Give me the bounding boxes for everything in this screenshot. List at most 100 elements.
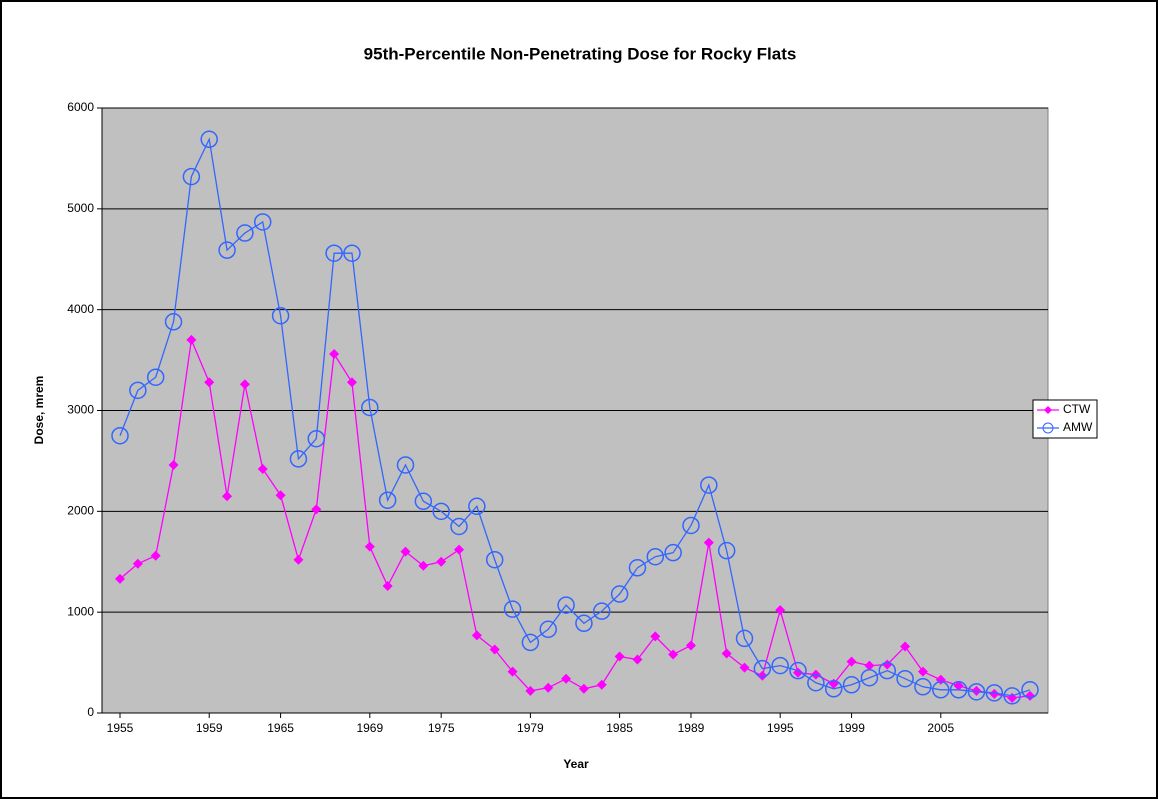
data-point	[1021, 681, 1039, 699]
data-point	[236, 224, 254, 242]
data-point	[753, 659, 772, 678]
data-point	[343, 244, 361, 262]
series-line	[119, 137, 1031, 697]
data-point	[985, 684, 1004, 702]
y-tick-label: 2000	[67, 504, 94, 518]
data-point	[507, 666, 518, 677]
data-point	[900, 641, 911, 652]
data-point	[182, 167, 201, 186]
x-tick-label: 1975	[428, 721, 455, 735]
legend-marker	[1042, 422, 1054, 434]
data-point	[807, 674, 825, 692]
data-point	[329, 349, 340, 360]
data-point	[721, 648, 732, 659]
data-point	[382, 580, 393, 591]
data-point	[878, 661, 897, 680]
data-point	[775, 605, 786, 616]
data-point	[271, 306, 290, 325]
y-tick-label: 4000	[67, 302, 94, 316]
data-point	[539, 620, 557, 639]
data-point	[932, 681, 950, 699]
data-point	[842, 676, 861, 694]
series-line	[119, 337, 1031, 699]
data-point	[668, 649, 679, 660]
data-point	[485, 550, 504, 569]
data-point	[646, 547, 665, 566]
data-point	[593, 602, 611, 620]
data-point	[400, 546, 411, 557]
data-point	[325, 244, 343, 262]
x-tick-label: 1979	[517, 721, 544, 735]
data-point	[311, 504, 322, 515]
chart-title: 95th-Percentile Non-Penetrating Dose for…	[364, 44, 797, 63]
data-point	[168, 459, 179, 470]
data-point	[543, 682, 554, 693]
data-point	[186, 334, 197, 345]
data-point	[757, 670, 768, 681]
data-point	[896, 669, 914, 688]
data-point	[989, 688, 1000, 699]
data-point	[628, 559, 647, 577]
data-point	[132, 558, 143, 569]
data-point	[129, 381, 147, 400]
data-point	[914, 678, 932, 696]
x-tick-label: 1965	[267, 721, 294, 735]
data-point	[824, 680, 843, 698]
data-point	[396, 456, 415, 474]
data-point	[414, 492, 433, 510]
data-point	[257, 463, 268, 474]
data-point	[164, 313, 183, 331]
data-point	[450, 517, 468, 536]
x-tick-label: 1955	[107, 721, 134, 735]
data-point	[846, 656, 857, 667]
y-tick-label: 5000	[67, 201, 94, 215]
data-point	[111, 426, 129, 445]
data-point	[664, 543, 682, 562]
data-point	[682, 516, 700, 535]
data-point	[864, 660, 875, 671]
data-point	[650, 631, 661, 642]
data-point	[204, 377, 215, 388]
data-point	[967, 683, 986, 701]
data-point	[525, 685, 536, 696]
x-tick-label: 1989	[678, 721, 705, 735]
data-point	[503, 600, 522, 618]
data-point	[200, 130, 218, 149]
data-point	[378, 491, 397, 509]
data-point	[346, 377, 357, 388]
data-point	[222, 491, 233, 502]
y-tick-label: 6000	[67, 100, 94, 114]
legend-label: CTW	[1063, 402, 1091, 416]
x-tick-label: 1959	[196, 721, 223, 735]
data-point	[771, 656, 789, 675]
x-tick-label: 2005	[927, 721, 954, 735]
x-tick-label: 1995	[767, 721, 794, 735]
data-point	[115, 573, 125, 584]
data-point	[468, 497, 486, 516]
y-tick-label: 3000	[67, 403, 94, 417]
data-point	[146, 368, 165, 386]
data-point	[432, 502, 450, 521]
data-point	[454, 544, 465, 555]
data-point	[860, 668, 879, 687]
data-point	[971, 685, 982, 696]
data-point	[557, 596, 575, 614]
data-point	[293, 554, 304, 565]
legend-marker	[1044, 406, 1052, 414]
data-point	[703, 537, 714, 548]
data-point	[521, 633, 540, 652]
data-point	[578, 683, 589, 694]
legend-label: AMW	[1063, 420, 1093, 434]
data-point	[949, 681, 968, 699]
data-point	[561, 673, 572, 684]
x-tick-label: 1985	[606, 721, 633, 735]
data-point	[953, 680, 964, 691]
data-point	[436, 556, 447, 567]
data-point	[614, 651, 625, 662]
x-tick-label: 1999	[838, 721, 865, 735]
data-point	[575, 614, 593, 633]
legend-box	[1032, 399, 1098, 439]
data-point	[610, 585, 629, 603]
data-point	[632, 654, 643, 665]
